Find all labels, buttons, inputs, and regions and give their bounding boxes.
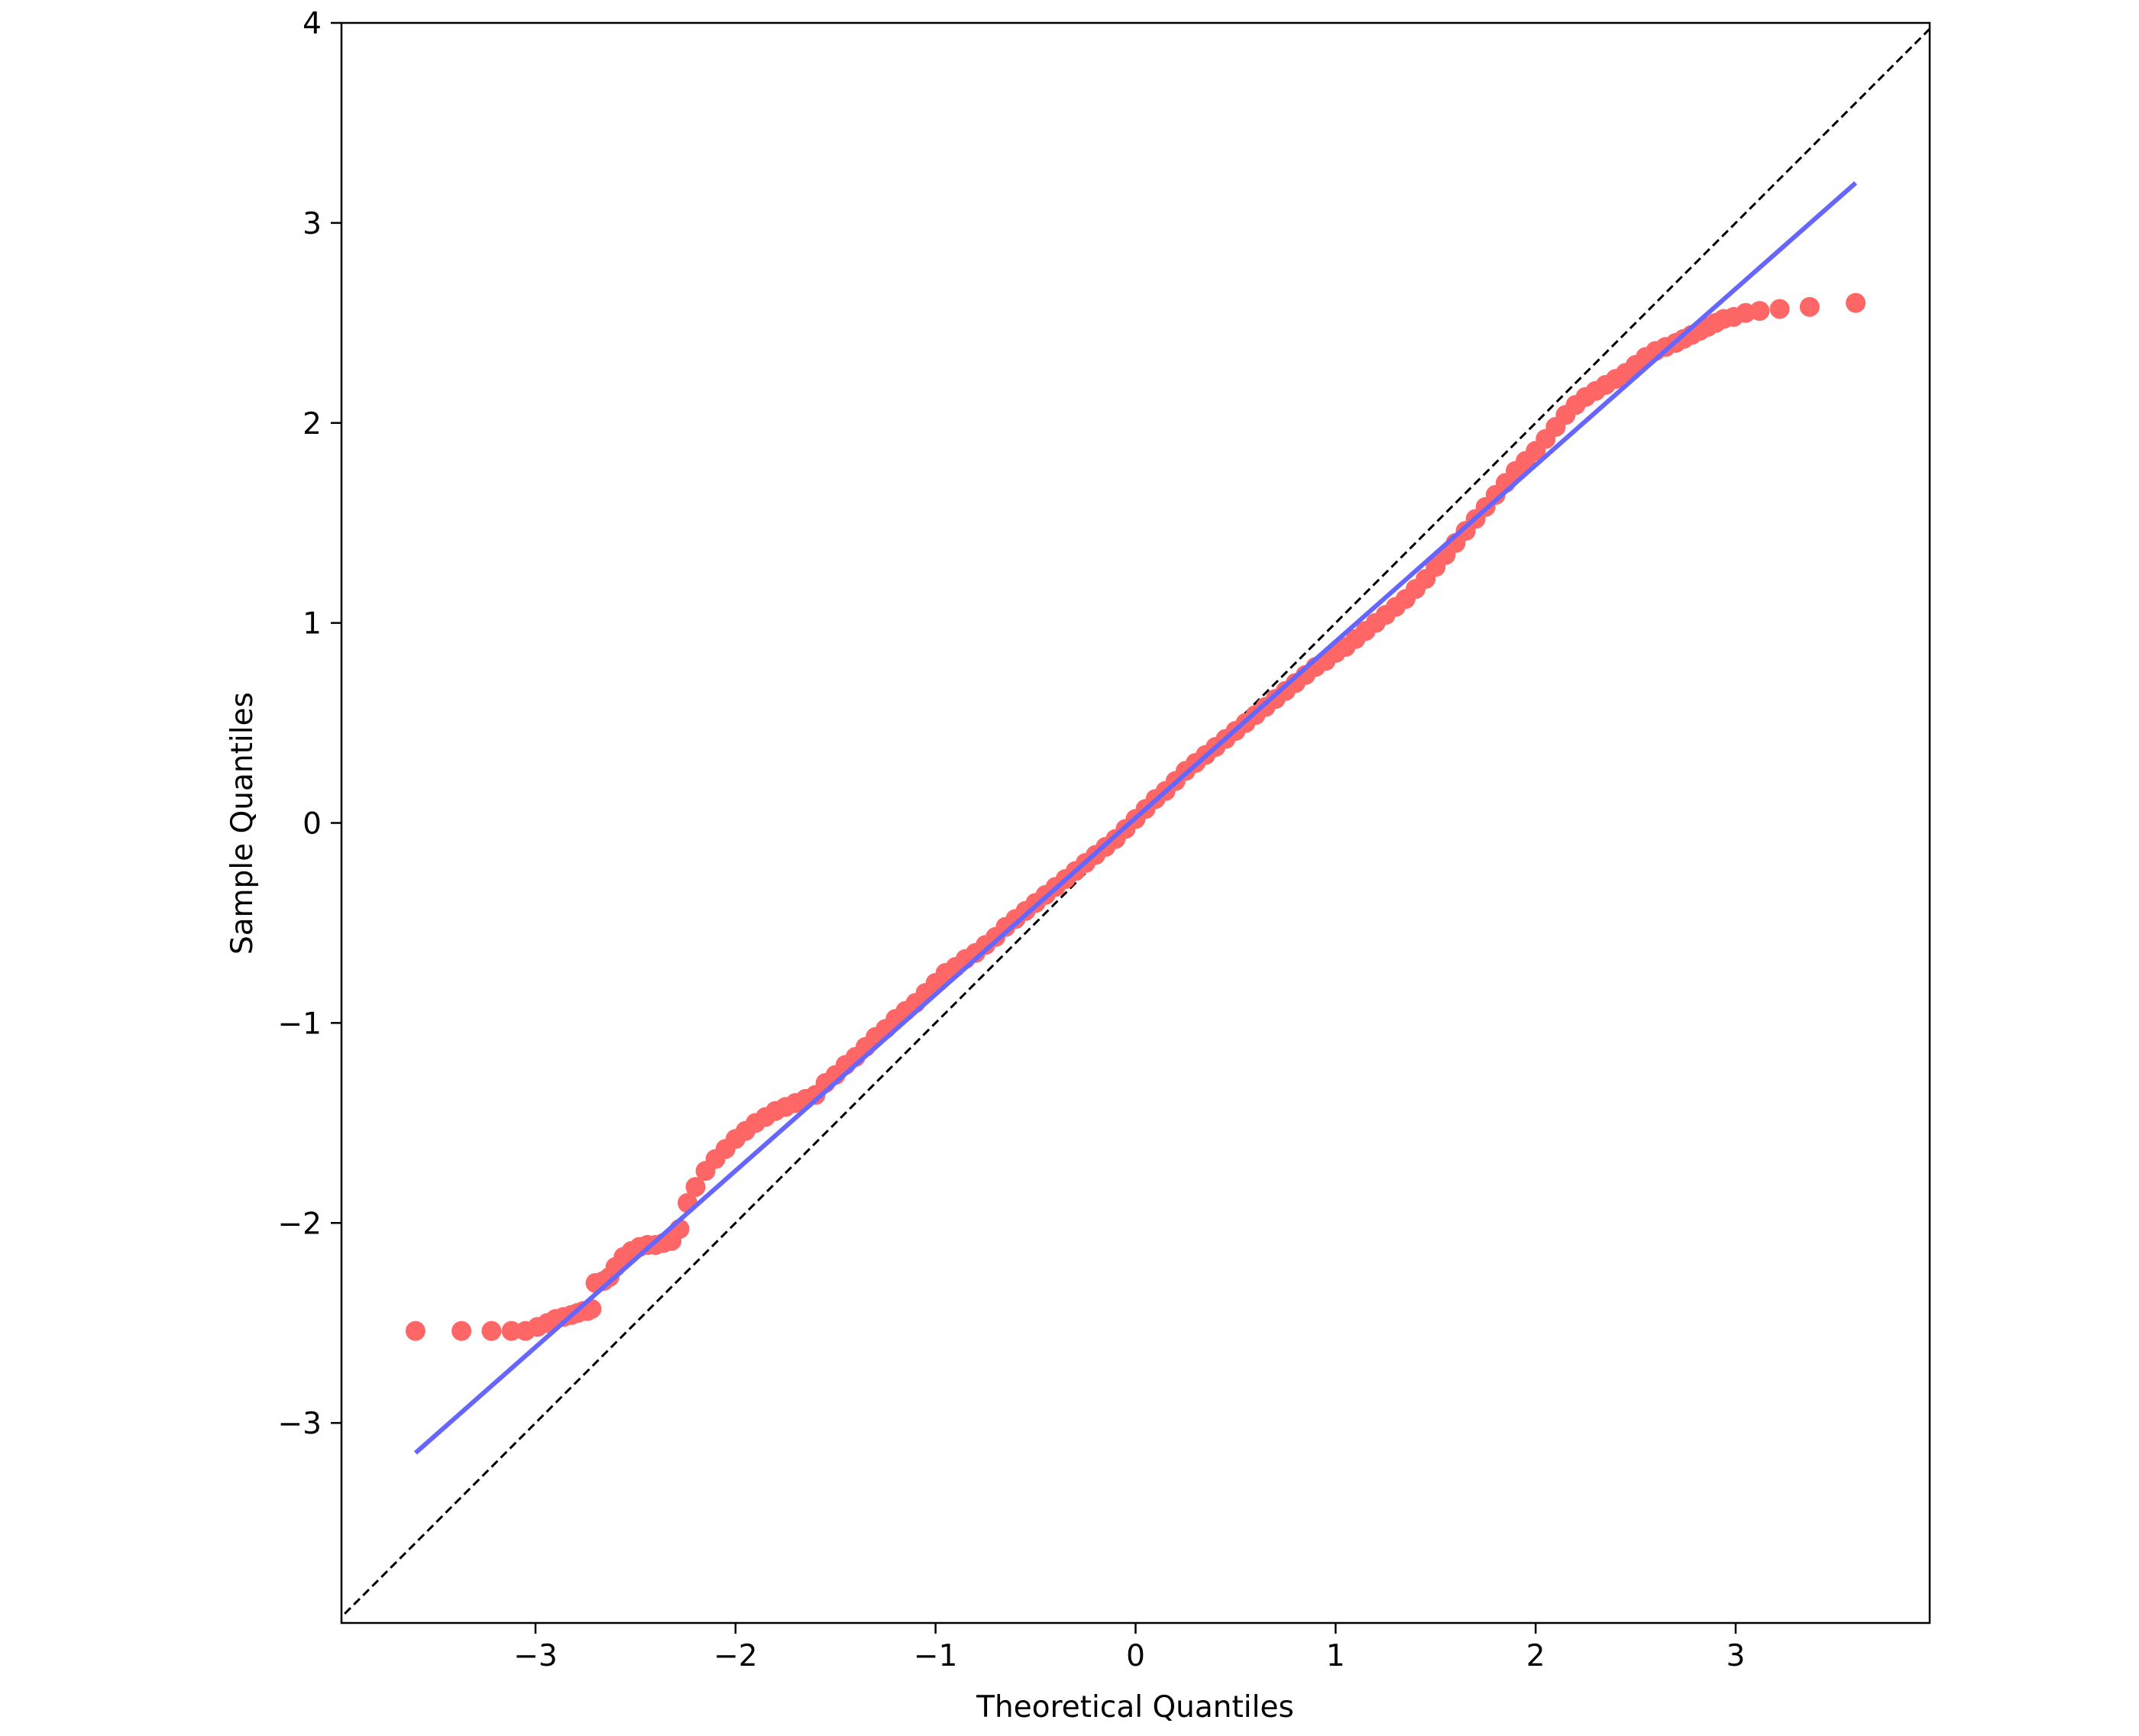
sample-point [481, 1321, 502, 1341]
y-tick-label: −1 [278, 1007, 322, 1041]
sample-point [1846, 293, 1866, 313]
sample-point [1799, 296, 1820, 317]
fit-line-layer [413, 181, 1858, 1455]
sample-point [405, 1321, 426, 1341]
fit-line [413, 181, 1858, 1455]
y-axis-ticks: −3 −2 −1 0 1 2 3 4 [278, 7, 341, 1441]
y-tick-label: 3 [303, 207, 322, 241]
y-tick-label: −2 [278, 1207, 322, 1241]
x-axis-ticks: −3 −2 −1 0 1 2 3 [513, 1623, 1745, 1673]
x-tick-label: 2 [1526, 1639, 1545, 1673]
x-axis-label: Theoretical Quantiles [976, 1690, 1294, 1725]
x-tick-label: −3 [513, 1639, 558, 1673]
y-tick-label: 4 [303, 7, 322, 41]
x-tick-label: 3 [1726, 1639, 1746, 1673]
y-tick-label: 0 [303, 807, 322, 842]
sample-point [685, 1177, 706, 1198]
sample-point [1749, 301, 1770, 322]
x-tick-label: −1 [914, 1639, 958, 1673]
y-tick-label: −3 [278, 1407, 322, 1441]
x-tick-label: 1 [1326, 1639, 1345, 1673]
y-tick-label: 2 [303, 407, 322, 441]
y-tick-label: 1 [303, 607, 322, 642]
x-tick-label: 0 [1126, 1639, 1145, 1673]
sample-point [501, 1321, 522, 1341]
x-tick-label: −2 [714, 1639, 758, 1673]
y-axis-label: Sample Quantiles [225, 692, 260, 955]
sample-point [1769, 299, 1790, 319]
sample-point [451, 1321, 472, 1341]
